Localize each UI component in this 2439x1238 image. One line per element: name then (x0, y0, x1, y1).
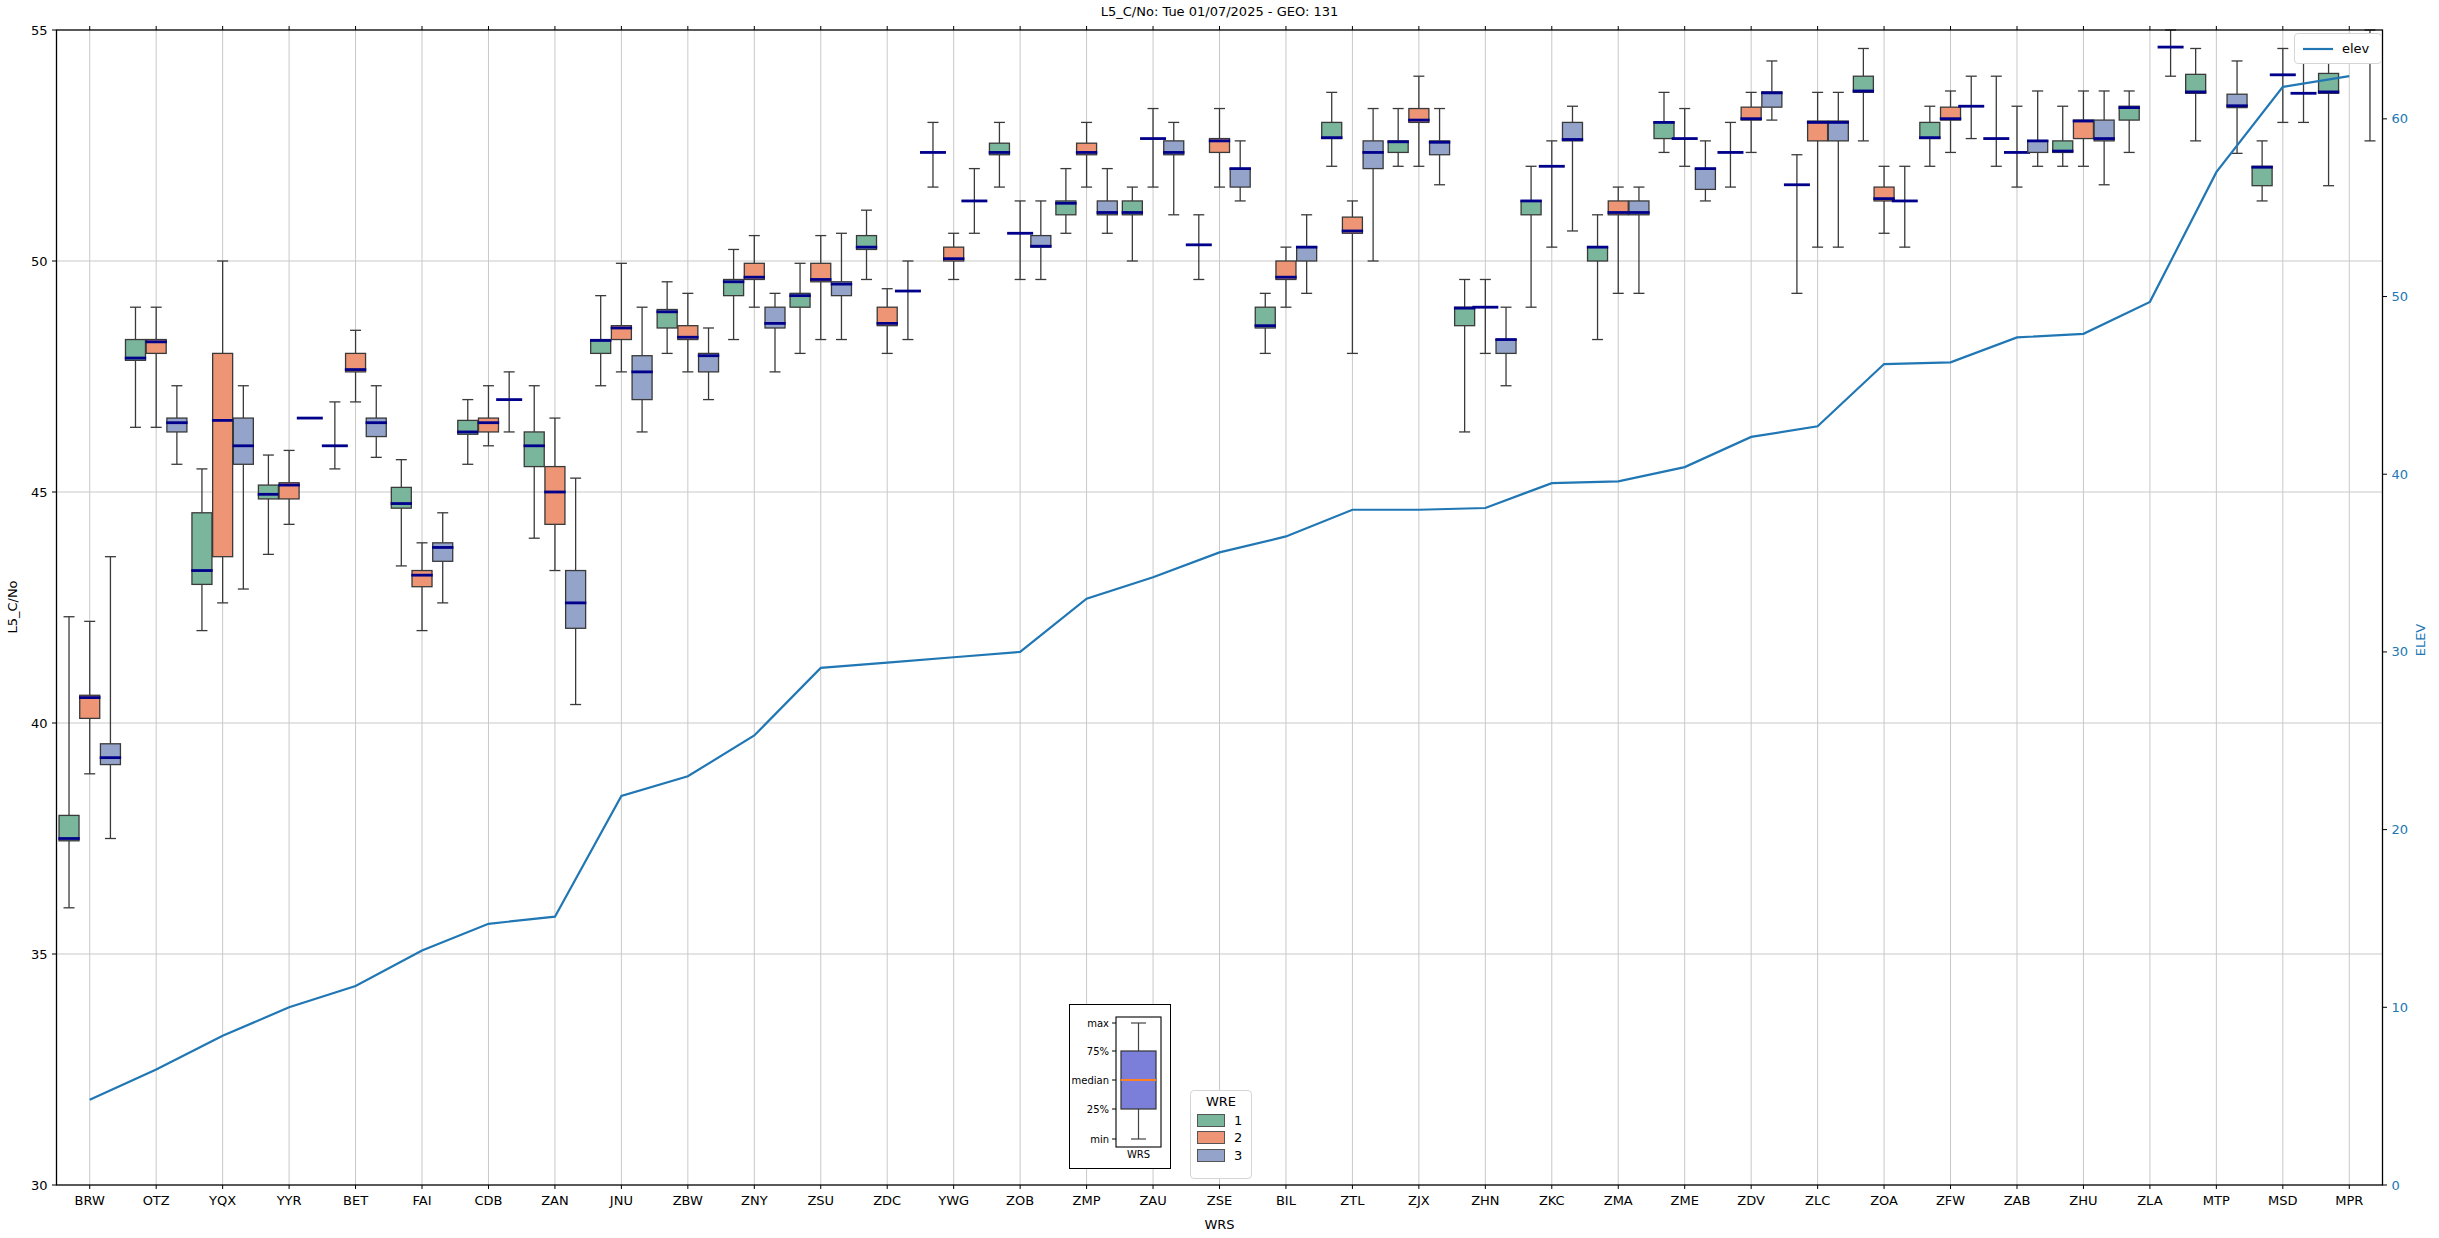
svg-text:ZDC: ZDC (873, 1193, 901, 1208)
wre2-swatch (1197, 1131, 1225, 1144)
svg-text:50: 50 (2392, 289, 2409, 304)
svg-text:ZHN: ZHN (1471, 1193, 1499, 1208)
svg-text:FAI: FAI (413, 1193, 432, 1208)
svg-text:40: 40 (31, 716, 48, 731)
svg-text:50: 50 (31, 254, 48, 269)
svg-text:ZAN: ZAN (541, 1193, 569, 1208)
svg-text:ZMA: ZMA (1604, 1193, 1633, 1208)
svg-text:ZHU: ZHU (2069, 1193, 2097, 1208)
svg-text:ZMP: ZMP (1073, 1193, 1101, 1208)
svg-text:ZOA: ZOA (1870, 1193, 1898, 1208)
svg-text:60: 60 (2392, 111, 2409, 126)
svg-text:40: 40 (2392, 467, 2409, 482)
svg-text:max: max (1087, 1018, 1109, 1029)
wre-legend-item-1: 1 (1197, 1114, 1251, 1127)
svg-text:30: 30 (31, 1178, 48, 1193)
wre-legend-item-3: 3 (1197, 1149, 1251, 1162)
svg-text:ZSE: ZSE (1207, 1193, 1232, 1208)
wre1-boxes (58, 48, 2339, 908)
boxplot-key-diagram: max 75% median 25% min WRS (1070, 1005, 1167, 1165)
svg-text:ZDV: ZDV (1737, 1193, 1765, 1208)
svg-text:ZLA: ZLA (2137, 1193, 2162, 1208)
x-tick-labels: BRW OTZ YQX YYR BET FAI CDB ZAN JNU ZBW ZNY ZSU ZDC Y… (75, 1193, 2364, 1208)
svg-text:YQX: YQX (208, 1193, 236, 1208)
svg-text:YYR: YYR (276, 1193, 302, 1208)
y2-tick-labels: 0 10 20 30 40 50 60 (2392, 111, 2409, 1192)
svg-text:min: min (1090, 1134, 1109, 1145)
figure: L5_C/No: Tue 01/07/2025 - GEO: 131 BRWOT… (0, 0, 2439, 1238)
wre1-swatch (1197, 1114, 1225, 1127)
svg-text:JNU: JNU (609, 1193, 633, 1208)
svg-text:ZSU: ZSU (807, 1193, 834, 1208)
svg-text:35: 35 (31, 947, 48, 962)
svg-text:ZFW: ZFW (1936, 1193, 1965, 1208)
svg-text:BRW: BRW (75, 1193, 105, 1208)
wre2-boxes (79, 48, 2296, 773)
wre-legend-item-2: 2 (1197, 1131, 1251, 1144)
svg-text:ZLC: ZLC (1805, 1193, 1830, 1208)
svg-text:10: 10 (2392, 1000, 2409, 1015)
svg-text:ZAU: ZAU (1139, 1193, 1166, 1208)
wre3-swatch (1197, 1149, 1225, 1162)
svg-text:55: 55 (31, 23, 48, 38)
svg-text:OTZ: OTZ (143, 1193, 170, 1208)
right-axis-label: ELEV (2413, 580, 2429, 700)
svg-text:ZAB: ZAB (2004, 1193, 2031, 1208)
svg-text:30: 30 (2392, 644, 2409, 659)
wre3-boxes (100, 30, 2381, 839)
y2-ticks (2383, 119, 2388, 1185)
svg-text:MSD: MSD (2268, 1193, 2297, 1208)
svg-text:YWG: YWG (937, 1193, 969, 1208)
svg-text:75%: 75% (1087, 1046, 1109, 1057)
y-axis-label: L5_C/No (5, 547, 21, 667)
svg-text:median: median (1072, 1075, 1110, 1086)
boxplot-key-inset: max 75% median 25% min WRS (1069, 1004, 1171, 1169)
wre1-label: 1 (1234, 1113, 1242, 1128)
svg-text:25%: 25% (1087, 1104, 1109, 1115)
elev-line-swatch (2302, 44, 2334, 54)
svg-text:ZBW: ZBW (673, 1193, 703, 1208)
y-tick-labels: 30 35 40 45 50 55 (31, 23, 48, 1193)
svg-text:ZOB: ZOB (1006, 1193, 1034, 1208)
svg-text:MTP: MTP (2203, 1193, 2230, 1208)
wre-legend-title: WRE (1191, 1094, 1251, 1109)
svg-text:20: 20 (2392, 822, 2409, 837)
svg-text:0: 0 (2392, 1178, 2400, 1193)
svg-text:ZNY: ZNY (741, 1193, 768, 1208)
inset-labels: max 75% median 25% min (1072, 1018, 1110, 1145)
svg-text:BIL: BIL (1276, 1193, 1297, 1208)
x-axis-label: WRS (0, 1217, 2439, 1232)
wre-legend: WRE 1 2 3 (1190, 1090, 1252, 1179)
svg-text:ZJX: ZJX (1408, 1193, 1430, 1208)
gridlines (57, 30, 2383, 1185)
svg-text:BET: BET (343, 1193, 368, 1208)
inset-xlabel: WRS (1127, 1149, 1150, 1160)
svg-text:CDB: CDB (474, 1193, 502, 1208)
y-ticks (52, 30, 57, 1185)
wre2-label: 2 (1234, 1130, 1242, 1145)
svg-text:ZTL: ZTL (1340, 1193, 1365, 1208)
svg-text:ZKC: ZKC (1539, 1193, 1565, 1208)
elev-legend-label: elev (2342, 41, 2369, 56)
svg-text:ZME: ZME (1671, 1193, 1699, 1208)
wre3-label: 3 (1234, 1148, 1242, 1163)
elev-legend: elev (2294, 33, 2382, 64)
svg-text:45: 45 (31, 485, 48, 500)
svg-text:MPR: MPR (2335, 1193, 2363, 1208)
inset-ticks (1112, 1023, 1116, 1139)
plot-area: BRW OTZ YQX YYR BET FAI CDB ZAN JNU ZBW ZNY ZSU ZDC Y… (0, 0, 2439, 1238)
